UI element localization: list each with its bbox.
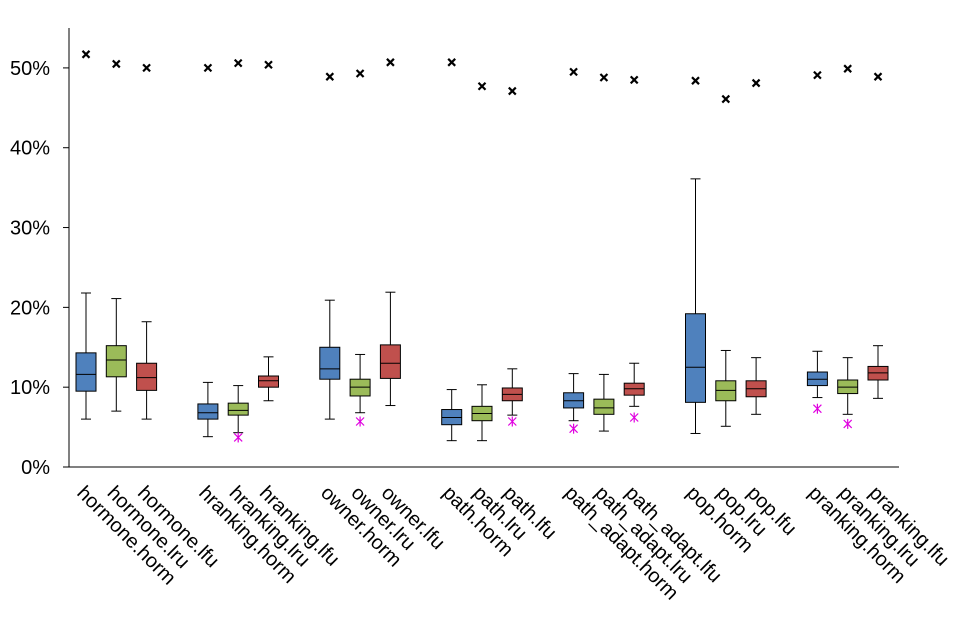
outlier-marker (629, 412, 639, 423)
max-marker (873, 72, 883, 81)
max-marker-stroke (691, 76, 700, 85)
y-tick-label: 30% (10, 218, 50, 240)
y-tick-label: 0% (21, 457, 50, 479)
max-marker-stroke (508, 86, 517, 96)
max-marker (813, 70, 822, 80)
box-path-adapt-lfu (623, 75, 645, 423)
max-marker (447, 58, 456, 67)
outlier-marker (569, 423, 579, 434)
iqr-box (258, 375, 279, 388)
box-hormone-horm (75, 50, 97, 420)
iqr-box (227, 402, 249, 416)
box-path-adapt-horm (563, 67, 585, 434)
max-marker (477, 81, 487, 91)
max-marker (843, 64, 852, 73)
max-marker-stroke (203, 63, 213, 73)
max-marker (142, 63, 151, 73)
box-hranking-lfu (258, 60, 279, 402)
max-marker-stroke (325, 72, 335, 81)
max-marker-stroke (386, 58, 395, 67)
outlier-marker (233, 432, 243, 443)
box-path-horm (441, 58, 463, 442)
box-path-lfu (501, 86, 523, 427)
max-marker (751, 78, 761, 88)
max-marker-stroke (233, 58, 243, 68)
max-marker (81, 50, 91, 59)
max-marker-stroke (81, 50, 91, 59)
max-marker-stroke (569, 67, 578, 77)
max-marker-stroke (447, 58, 456, 67)
box-pranking-horm (806, 70, 828, 414)
max-marker (691, 76, 700, 85)
box-owner-lru (349, 69, 371, 427)
outlier-marker (812, 403, 822, 414)
iqr-box (197, 403, 219, 420)
box-pop-horm (685, 76, 706, 434)
max-marker (264, 60, 273, 69)
box-pranking-lfu (867, 72, 889, 399)
max-marker (508, 86, 517, 96)
chart-boxes (75, 50, 889, 443)
box-hranking-horm (197, 63, 219, 438)
max-marker-stroke (629, 75, 639, 85)
max-marker (386, 58, 395, 67)
box-pop-lfu (745, 78, 767, 415)
max-marker (569, 67, 578, 77)
max-marker (203, 63, 213, 73)
max-marker (721, 94, 731, 104)
max-marker-stroke (264, 60, 273, 69)
max-marker (629, 75, 639, 85)
y-tick-label: 10% (10, 377, 50, 399)
max-marker (599, 73, 609, 82)
max-marker (112, 59, 121, 69)
max-marker-stroke (599, 73, 609, 82)
box-hormone-lru (105, 59, 127, 412)
y-tick-label: 20% (10, 297, 50, 319)
y-tick-label: 40% (10, 138, 50, 160)
chart-category-labels: hormone.hormhormone.lruhormone.lfuhranki… (72, 482, 953, 604)
outlier-marker (355, 416, 365, 427)
max-marker-stroke (355, 69, 365, 78)
iqr-box (136, 362, 158, 391)
outlier-marker (843, 418, 853, 429)
iqr-box (685, 313, 706, 403)
chart-axes: 0% 10% 20% 30% 40% 50% (10, 28, 899, 479)
box-hranking-lru (227, 58, 249, 443)
box-pranking-lru (837, 64, 859, 429)
box-path-adapt-lru (593, 73, 615, 432)
max-marker-stroke (813, 70, 822, 80)
iqr-box (593, 398, 615, 415)
max-marker-stroke (843, 64, 852, 73)
box-owner-horm (319, 72, 341, 420)
box-path-lru (471, 81, 493, 442)
max-marker-stroke (751, 78, 761, 88)
max-marker-stroke (721, 94, 731, 104)
iqr-box (75, 352, 97, 392)
box-owner-lfu (379, 58, 401, 407)
max-marker (355, 69, 365, 78)
iqr-box (105, 345, 127, 378)
max-marker-stroke (112, 59, 121, 69)
box-hormone-lfu (136, 63, 158, 420)
iqr-box (319, 346, 341, 380)
outlier-marker (507, 416, 517, 427)
iqr-box (379, 344, 401, 379)
box-pop-lru (715, 94, 737, 427)
max-marker-stroke (142, 63, 151, 73)
max-marker-stroke (477, 81, 487, 91)
max-marker (233, 58, 243, 68)
max-marker (325, 72, 335, 81)
max-marker-stroke (873, 72, 883, 81)
y-tick-label: 50% (10, 58, 50, 80)
